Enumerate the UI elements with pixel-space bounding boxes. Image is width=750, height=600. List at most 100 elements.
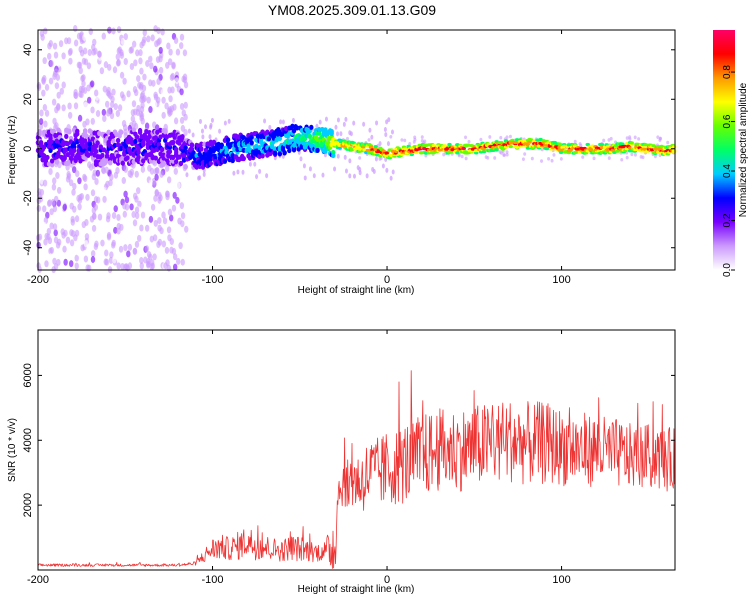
- spectrogram-noise-cell: [183, 113, 188, 121]
- spectrogram-noise-cell: [51, 98, 57, 106]
- spectrogram-noise-cell: [223, 120, 227, 126]
- spectrogram-noise-cell: [95, 196, 101, 204]
- spectrogram-noise-cell: [258, 168, 262, 174]
- spectrogram-noise-cell: [119, 71, 125, 79]
- spectrogram-y-tick-label: -20: [22, 190, 34, 206]
- snr-series-line: [37, 370, 675, 569]
- snr-ylabel: SNR (10 * v/v): [7, 418, 18, 482]
- spectrogram-noise-cell: [390, 129, 394, 135]
- spectrogram-ridge-cell: [153, 155, 159, 161]
- spectrogram-noise-cell: [146, 35, 151, 43]
- spectrogram-ridge-cell: [362, 148, 367, 152]
- spectrogram-ridge-cell: [557, 145, 562, 149]
- spectrogram-noise-cell: [198, 175, 202, 181]
- spectrogram-noise-cell: [386, 141, 390, 147]
- spectrogram-noise-cell: [291, 117, 295, 123]
- snr-y-tick-label: 4000: [22, 428, 34, 452]
- spectrogram-noise-cell: [144, 245, 150, 253]
- spectrogram-noise-cell: [76, 248, 81, 256]
- snr-x-tick-label: 100: [552, 574, 570, 586]
- spectrogram-ridge-cell: [123, 143, 129, 149]
- spectrogram-noise-cell: [362, 121, 366, 127]
- spectrogram-noise-cell: [375, 120, 379, 126]
- spectrogram-ridge-cell: [141, 139, 146, 145]
- spectrogram-ridge-cell: [87, 141, 93, 147]
- spectrogram-noise-cell: [56, 238, 62, 246]
- spectrogram-noise-cell: [639, 155, 643, 159]
- spectrogram-noise-cell: [104, 249, 109, 257]
- spectrogram-noise-cell: [46, 200, 52, 208]
- spectrogram-noise-cell: [105, 100, 110, 108]
- spectrogram-ridge-cell: [81, 143, 86, 150]
- spectrogram-noise-cell: [148, 106, 153, 114]
- spectrogram-ridge-cell: [111, 138, 116, 144]
- spectrogram-noise-cell: [152, 180, 157, 188]
- spectrogram-noise-cell: [202, 172, 206, 178]
- spectrogram-ridge-cell: [277, 135, 283, 142]
- spectrogram-noise-cell: [182, 49, 188, 57]
- spectrogram-noise-cell: [169, 214, 174, 222]
- spectrogram-noise-cell: [45, 211, 50, 219]
- spectrogram-noise-cell: [159, 170, 164, 178]
- spectrogram-noise-cell: [82, 173, 87, 181]
- spectrogram-ridge-cell: [93, 148, 99, 155]
- snr-x-tick-label: -200: [27, 574, 49, 586]
- spectrogram-noise-cell: [108, 92, 113, 100]
- spectrogram-noise-cell: [146, 96, 151, 104]
- spectrogram-noise-cell: [129, 63, 135, 71]
- spectrogram-noise-cell: [176, 257, 181, 265]
- spectrogram-noise-cell: [173, 117, 179, 125]
- spectrogram-ridge-cell: [272, 146, 278, 152]
- spectrogram-noise-cell: [123, 58, 128, 66]
- spectrogram-noise-cell: [90, 57, 95, 65]
- spectrogram-noise-cell: [121, 94, 126, 102]
- spectrogram-noise-cell: [625, 136, 629, 140]
- spectrogram-noise-cell: [241, 169, 245, 175]
- spectrogram-noise-cell: [55, 172, 60, 180]
- spectrogram-noise-cell: [52, 117, 57, 125]
- spectrogram-noise-cell: [281, 119, 285, 125]
- spectrogram-noise-cell: [48, 167, 53, 175]
- spectrogram-ridge-cell: [170, 154, 176, 160]
- spectrogram-frame: [37, 29, 676, 271]
- spectrogram-noise-cell: [63, 258, 68, 266]
- spectrogram-noise-cell: [101, 32, 106, 40]
- spectrogram-ridge-cell: [67, 129, 72, 135]
- spectrogram-noise-cell: [89, 215, 95, 223]
- spectrogram-noise-cell: [104, 166, 109, 174]
- spectrogram-x-tick-label: 100: [552, 274, 570, 286]
- spectrogram-noise-cell: [153, 219, 158, 227]
- spectrogram-noise-cell: [348, 173, 352, 179]
- spectrogram-noise-cell: [61, 81, 66, 89]
- spectrogram-xlabel: Height of straight line (km): [298, 285, 415, 296]
- spectrogram-noise-cell: [161, 211, 166, 219]
- spectrogram-noise-cell: [144, 122, 150, 130]
- spectrogram-noise-cell: [51, 183, 57, 191]
- spectrogram-noise-cell: [265, 173, 269, 179]
- spectrogram-noise-cell: [123, 33, 128, 41]
- spectrogram-noise-cell: [579, 143, 583, 148]
- spectrogram-noise-cell: [367, 138, 371, 142]
- spectrogram-y-tick-label: 20: [22, 93, 34, 105]
- spectrogram-ridge-cell: [148, 139, 154, 146]
- spectrogram-noise-cell: [111, 239, 116, 247]
- spectrogram-noise-cell: [79, 193, 85, 201]
- spectrogram-noise-cell: [67, 102, 72, 110]
- spectrogram-noise-cell: [167, 208, 173, 216]
- spectrogram-noise-cell: [127, 262, 133, 270]
- spectrogram-noise-cell: [180, 258, 185, 266]
- spectrogram-ridge-cell: [211, 139, 217, 145]
- spectrogram-ridge-cell: [620, 142, 625, 146]
- spectrogram-noise-cell: [153, 167, 158, 175]
- spectrogram-noise-cell: [413, 137, 417, 142]
- spectrogram-noise-cell: [134, 170, 139, 178]
- spectrogram-noise-cell: [119, 51, 125, 59]
- spectrogram-noise-cell: [71, 166, 77, 174]
- spectrogram-noise-cell: [389, 175, 393, 181]
- spectrogram-noise-cell: [171, 247, 177, 255]
- spectrogram-noise-cell: [102, 85, 108, 93]
- spectrogram-noise-cell: [142, 29, 147, 37]
- spectrogram-noise-cell: [83, 58, 89, 66]
- spectrogram-noise-cell: [85, 193, 90, 201]
- spectrogram-noise-cell: [122, 77, 127, 85]
